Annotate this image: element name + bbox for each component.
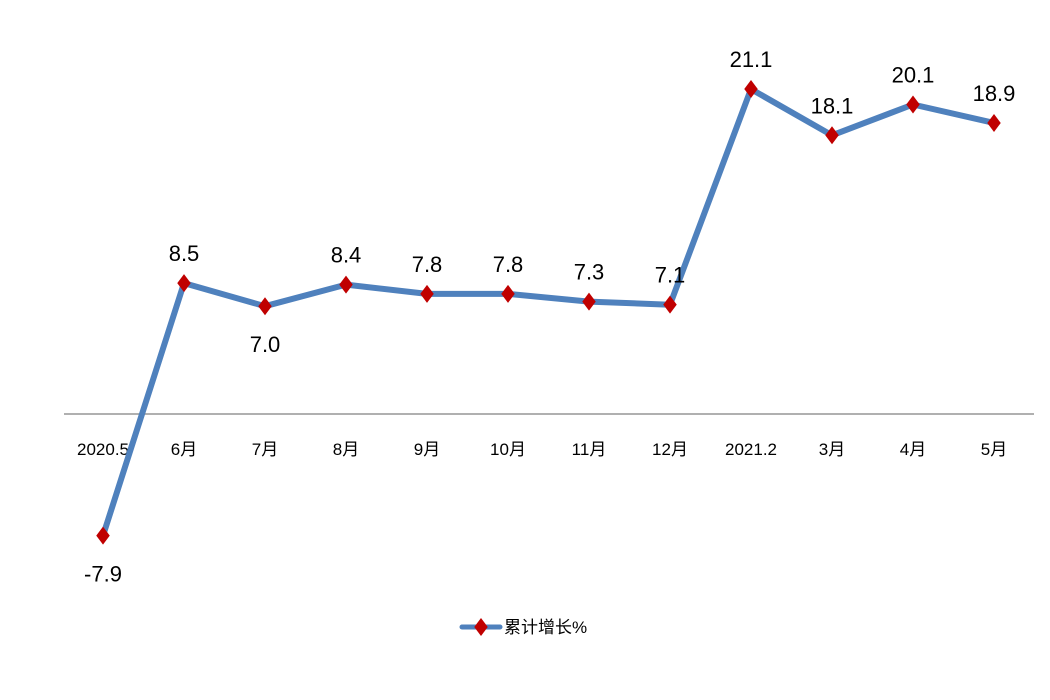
data-label: 21.1 <box>730 47 773 72</box>
data-point-marker <box>663 295 677 314</box>
data-point-marker <box>987 113 1001 132</box>
category-label: 3月 <box>819 440 845 459</box>
data-label: 7.3 <box>574 260 605 285</box>
data-point-marker <box>96 526 110 545</box>
category-label: 12月 <box>652 440 688 459</box>
category-label: 9月 <box>414 440 440 459</box>
series-line <box>100 86 997 539</box>
category-label: 2020.5 <box>77 440 129 459</box>
data-point-marker <box>177 274 191 293</box>
data-point-marker <box>339 275 353 294</box>
data-label: 7.8 <box>493 252 524 277</box>
category-label: 2021.2 <box>725 440 777 459</box>
data-point-marker <box>825 126 839 145</box>
data-label: 20.1 <box>892 62 935 87</box>
category-label: 10月 <box>490 440 526 459</box>
category-label: 6月 <box>171 440 197 459</box>
category-labels: 2020.5 6月 7月 8月 9月 10月 11月 12月 2021.2 3月 4月 5月 <box>77 440 1007 459</box>
legend: 累计增长% <box>459 618 587 637</box>
legend-marker-swatch <box>474 618 488 636</box>
data-label: 8.5 <box>169 241 200 266</box>
category-label: 11月 <box>572 440 607 459</box>
category-label: 8月 <box>333 440 359 459</box>
data-label: 7.0 <box>250 332 281 357</box>
category-label: 4月 <box>900 440 926 459</box>
data-point-marker <box>258 297 272 316</box>
data-point-marker <box>906 95 920 114</box>
data-markers <box>96 80 1001 545</box>
data-labels: -7.9 8.5 7.0 8.4 7.8 7.8 7.3 7.1 21.1 18.1 20.1 18.… <box>84 47 1015 587</box>
legend-label: 累计增长% <box>504 618 587 637</box>
category-label: 5月 <box>981 440 1007 459</box>
data-label: 18.9 <box>973 81 1016 106</box>
data-point-marker <box>420 284 434 303</box>
data-label: 7.8 <box>412 252 443 277</box>
data-point-marker <box>582 292 596 311</box>
data-label: -7.9 <box>84 562 122 587</box>
data-point-marker <box>744 80 758 99</box>
data-label: 18.1 <box>811 93 854 118</box>
data-point-marker <box>501 284 515 303</box>
data-label: 8.4 <box>331 243 362 268</box>
category-label: 7月 <box>252 440 278 459</box>
data-label: 7.1 <box>655 263 686 288</box>
